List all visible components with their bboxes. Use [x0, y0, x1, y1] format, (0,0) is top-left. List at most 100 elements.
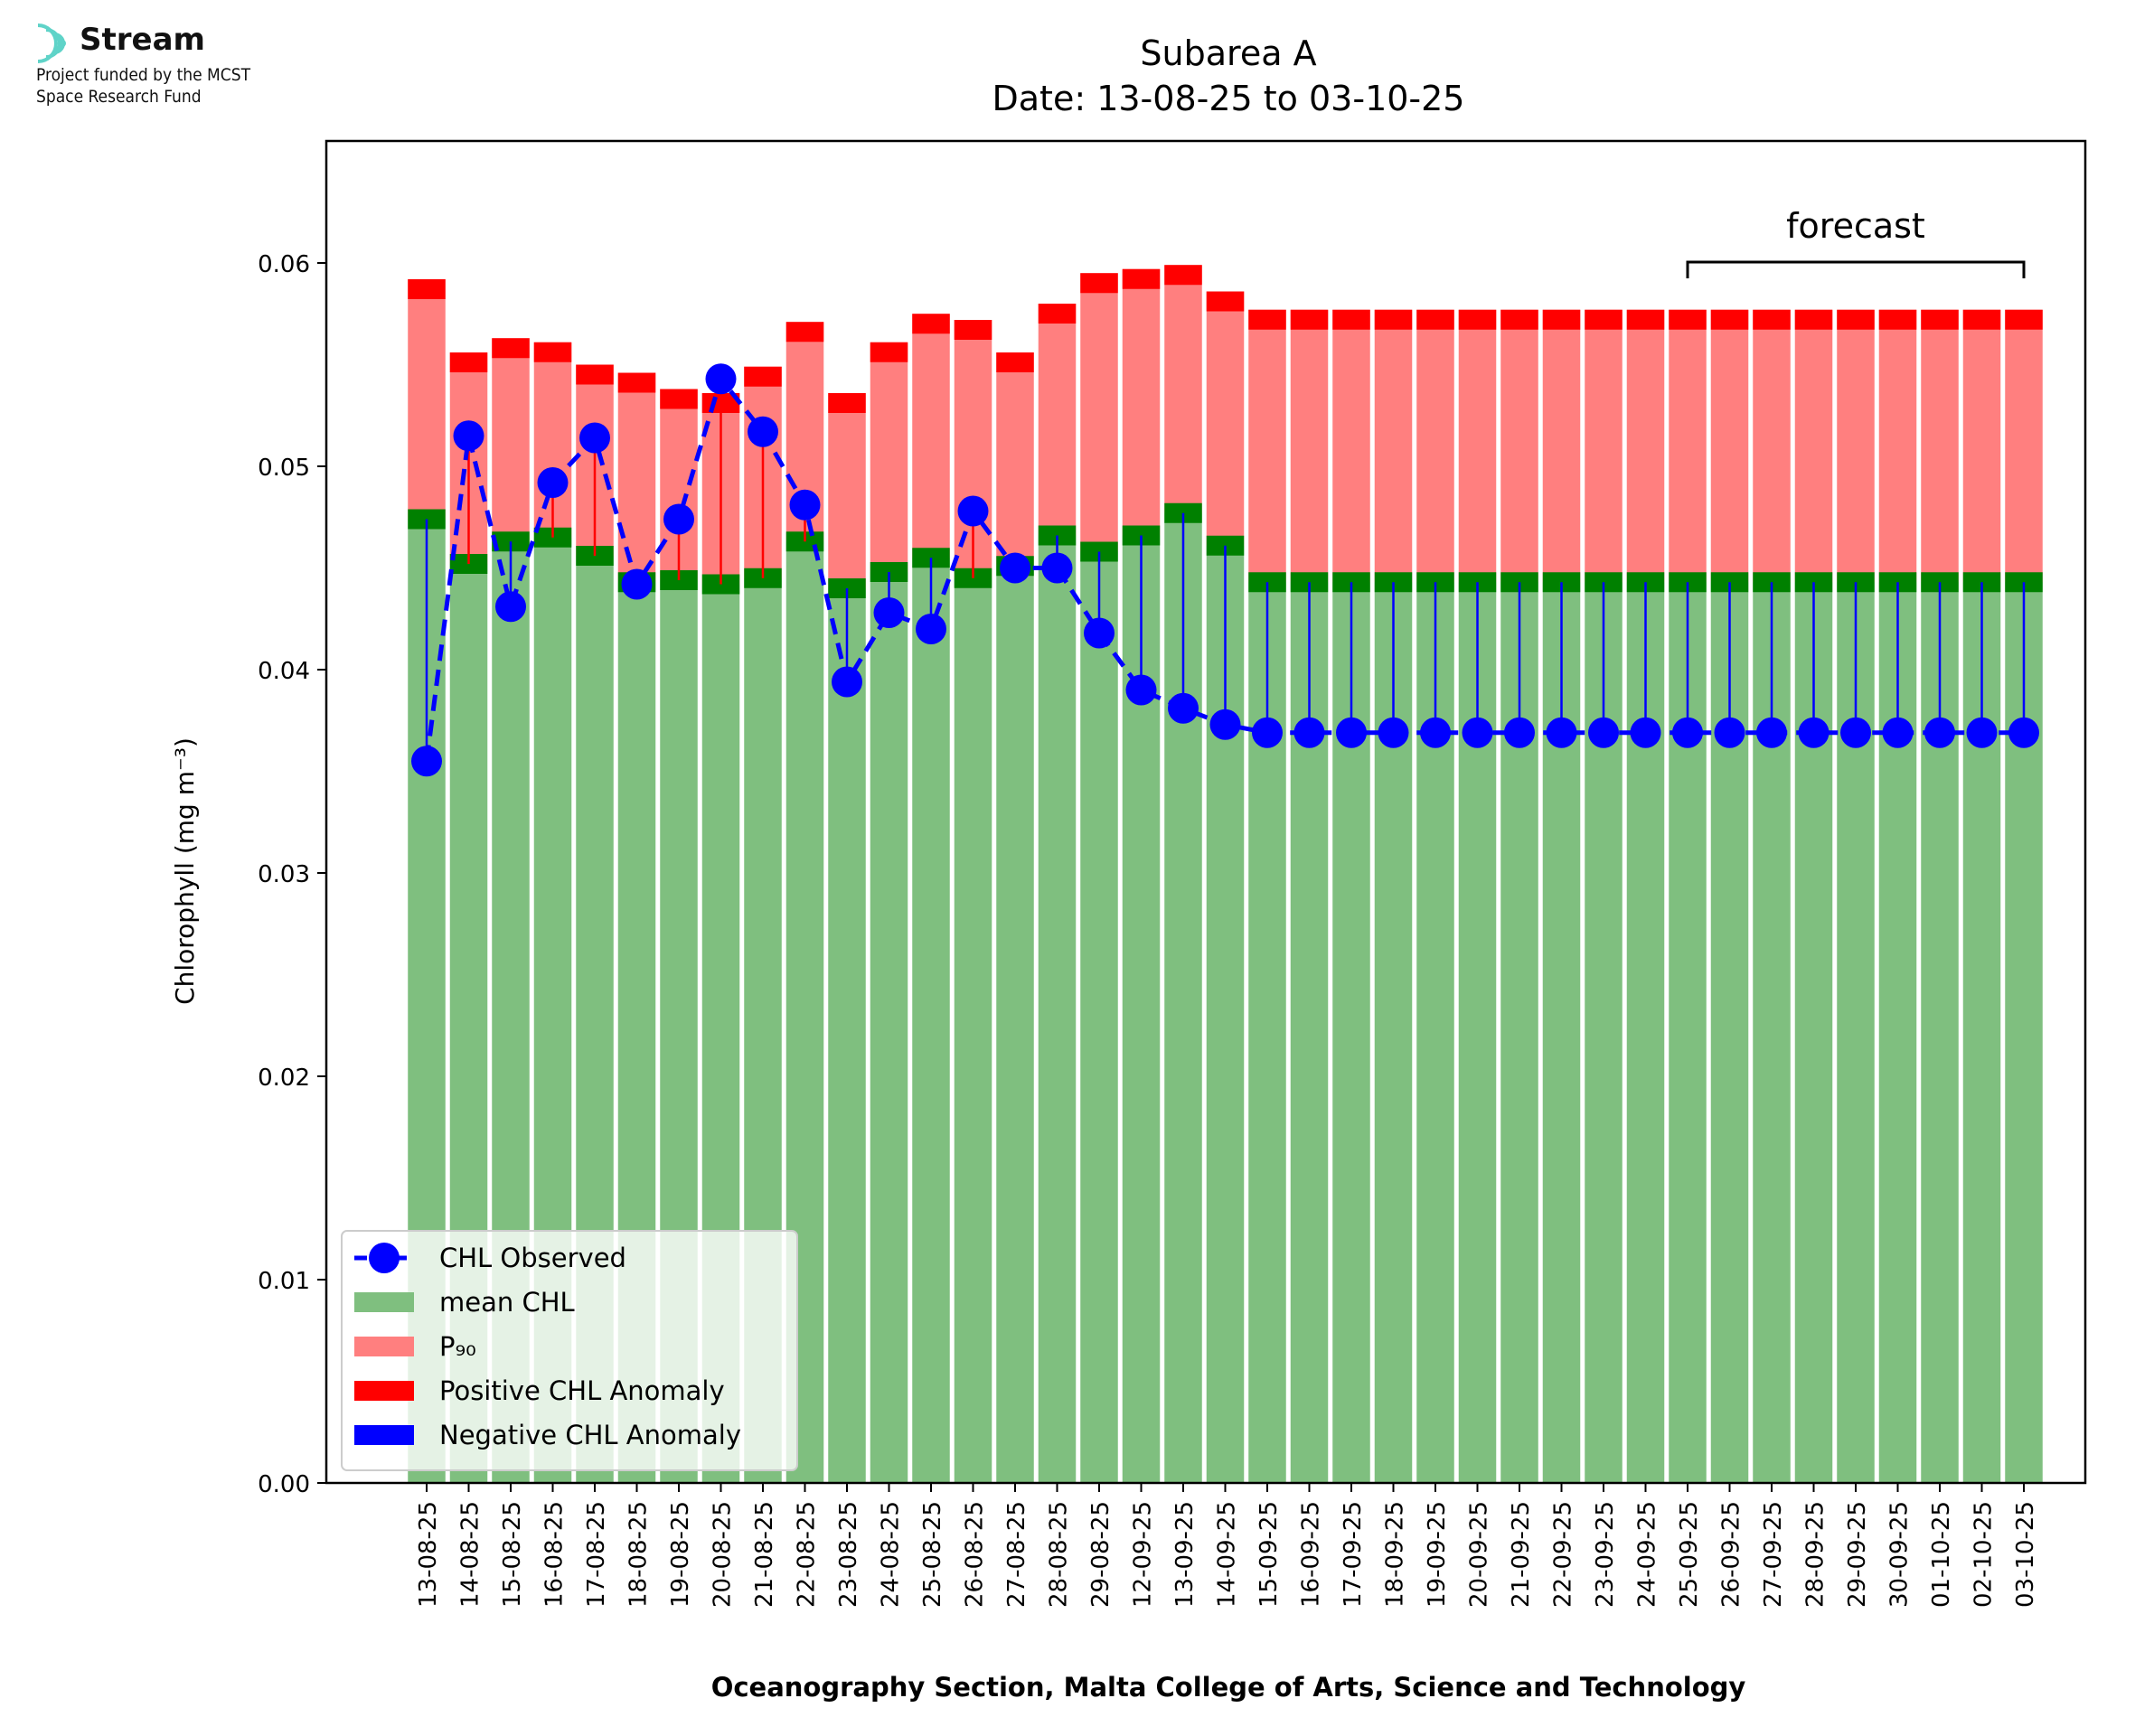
chl-observed-point [748, 416, 778, 447]
mean-chl-bar [1038, 535, 1077, 1483]
y-tick-label: 0.04 [258, 658, 310, 685]
x-tick-label: 13-09-25 [1171, 1501, 1199, 1608]
plot-frame [325, 139, 2087, 1485]
p90-bar [828, 393, 866, 588]
p90-band [1794, 309, 1833, 330]
p90-bar [1416, 309, 1454, 583]
chl-observed-point [1714, 717, 1745, 748]
p90-band [1206, 291, 1245, 312]
p90-band [1458, 309, 1497, 330]
chl-observed-point [663, 503, 694, 535]
p90-bar [1500, 309, 1538, 583]
chl-observed-point [621, 568, 653, 600]
x-tick-label: 02-10-25 [1971, 1501, 1998, 1608]
p90-band [828, 393, 866, 413]
p90-band [1038, 304, 1077, 324]
p90-band [1753, 309, 1791, 330]
mean-chl-bar [870, 572, 908, 1483]
p90-band [1669, 309, 1707, 330]
x-tick-label: 19-09-25 [1424, 1501, 1451, 1608]
chl-observed-point [2008, 717, 2039, 748]
x-tick-label: 25-09-25 [1676, 1501, 1703, 1608]
logo-funding-line-1: Project funded by the MCST [36, 65, 251, 85]
p90-bar [1206, 291, 1245, 546]
x-tick-label: 25-08-25 [919, 1501, 946, 1608]
chl-observed-point [705, 363, 737, 395]
x-tick-label: 24-08-25 [878, 1501, 905, 1608]
p90-band [785, 322, 824, 343]
p90-bar [1669, 309, 1707, 583]
legend-swatch [354, 1337, 414, 1356]
x-tick-label: 01-10-25 [1928, 1501, 1955, 1608]
p90-band [1500, 309, 1538, 330]
p90-band [1837, 309, 1875, 330]
x-tick-label: 18-08-25 [626, 1501, 653, 1608]
x-tick-label: 15-09-25 [1256, 1501, 1283, 1608]
mean-chl-bar [996, 566, 1034, 1483]
p90-band [912, 314, 950, 334]
chl-observed-point [1924, 717, 1955, 748]
x-tick-label: 22-08-25 [794, 1501, 821, 1608]
x-tick-label: 27-08-25 [1003, 1501, 1030, 1608]
p90-bar [1542, 309, 1581, 583]
x-tick-label: 29-08-25 [1087, 1501, 1115, 1608]
p90-bar [1374, 309, 1413, 583]
y-axis-label: Chlorophyll (mg m⁻³) [170, 737, 200, 1005]
y-tick-label: 0.01 [258, 1268, 310, 1295]
logo-funding-line-2: Space Research Fund [36, 87, 202, 107]
p90-bar [1080, 273, 1118, 552]
x-tick-label: 20-09-25 [1466, 1501, 1493, 1608]
p90-band [617, 372, 656, 393]
y-tick-label: 0.05 [258, 455, 310, 482]
chl-observed-point [1293, 717, 1325, 748]
x-tick-label: 28-08-25 [1046, 1501, 1073, 1608]
legend-label: mean CHL [439, 1287, 575, 1318]
p90-band [1585, 309, 1623, 330]
p90-band [660, 389, 698, 409]
p90-band [492, 338, 530, 359]
legend-label: Positive CHL Anomaly [439, 1375, 725, 1406]
x-tick-label: 23-08-25 [835, 1501, 862, 1608]
chl-observed-point [873, 597, 905, 628]
legend-swatch-marker [369, 1243, 400, 1273]
mean-chl-bar [828, 588, 866, 1483]
p90-band [954, 320, 992, 340]
chl-observed-point [1168, 692, 1199, 724]
p90-band [1962, 309, 2001, 330]
chl-observed-point [1504, 717, 1535, 748]
p90-bar [1332, 309, 1370, 583]
chl-observed-point [495, 591, 526, 623]
chl-observed-point [1252, 717, 1283, 748]
forecast-label: forecast [1786, 206, 1925, 246]
p90-bar [1753, 309, 1791, 583]
p90-bar [1710, 309, 1749, 583]
forecast-bracket [1686, 260, 2026, 278]
legend-swatch [354, 1381, 414, 1401]
x-tick-label: 17-08-25 [583, 1501, 610, 1608]
x-tick-label: 14-08-25 [457, 1501, 484, 1608]
p90-band [408, 279, 446, 299]
p90-band [1290, 309, 1329, 330]
x-tick-label: 22-09-25 [1550, 1501, 1577, 1608]
x-tick-label: 23-09-25 [1592, 1501, 1619, 1608]
x-tick-label: 17-09-25 [1340, 1501, 1367, 1608]
chl-observed-point [1462, 717, 1493, 748]
chl-observed-point [789, 489, 821, 521]
y-tick-label: 0.06 [258, 251, 310, 278]
chl-observed-point [1798, 717, 1829, 748]
x-tick-label: 12-09-25 [1130, 1501, 1157, 1608]
p90-bar [1164, 265, 1202, 513]
legend-label: P₉₀ [439, 1331, 476, 1362]
legend-label: Negative CHL Anomaly [439, 1420, 741, 1450]
p90-bar [1458, 309, 1497, 583]
chl-observed-point [1882, 717, 1914, 748]
p90-bar [1837, 309, 1875, 583]
x-tick-label: 21-08-25 [751, 1501, 778, 1608]
legend-box [341, 1230, 798, 1471]
x-tick-label: 28-09-25 [1802, 1501, 1829, 1608]
legend-swatch [354, 1425, 414, 1445]
p90-bar [617, 372, 656, 583]
p90-bar [2005, 309, 2043, 583]
p90-band [1542, 309, 1581, 330]
chl-observed-point [411, 746, 442, 777]
